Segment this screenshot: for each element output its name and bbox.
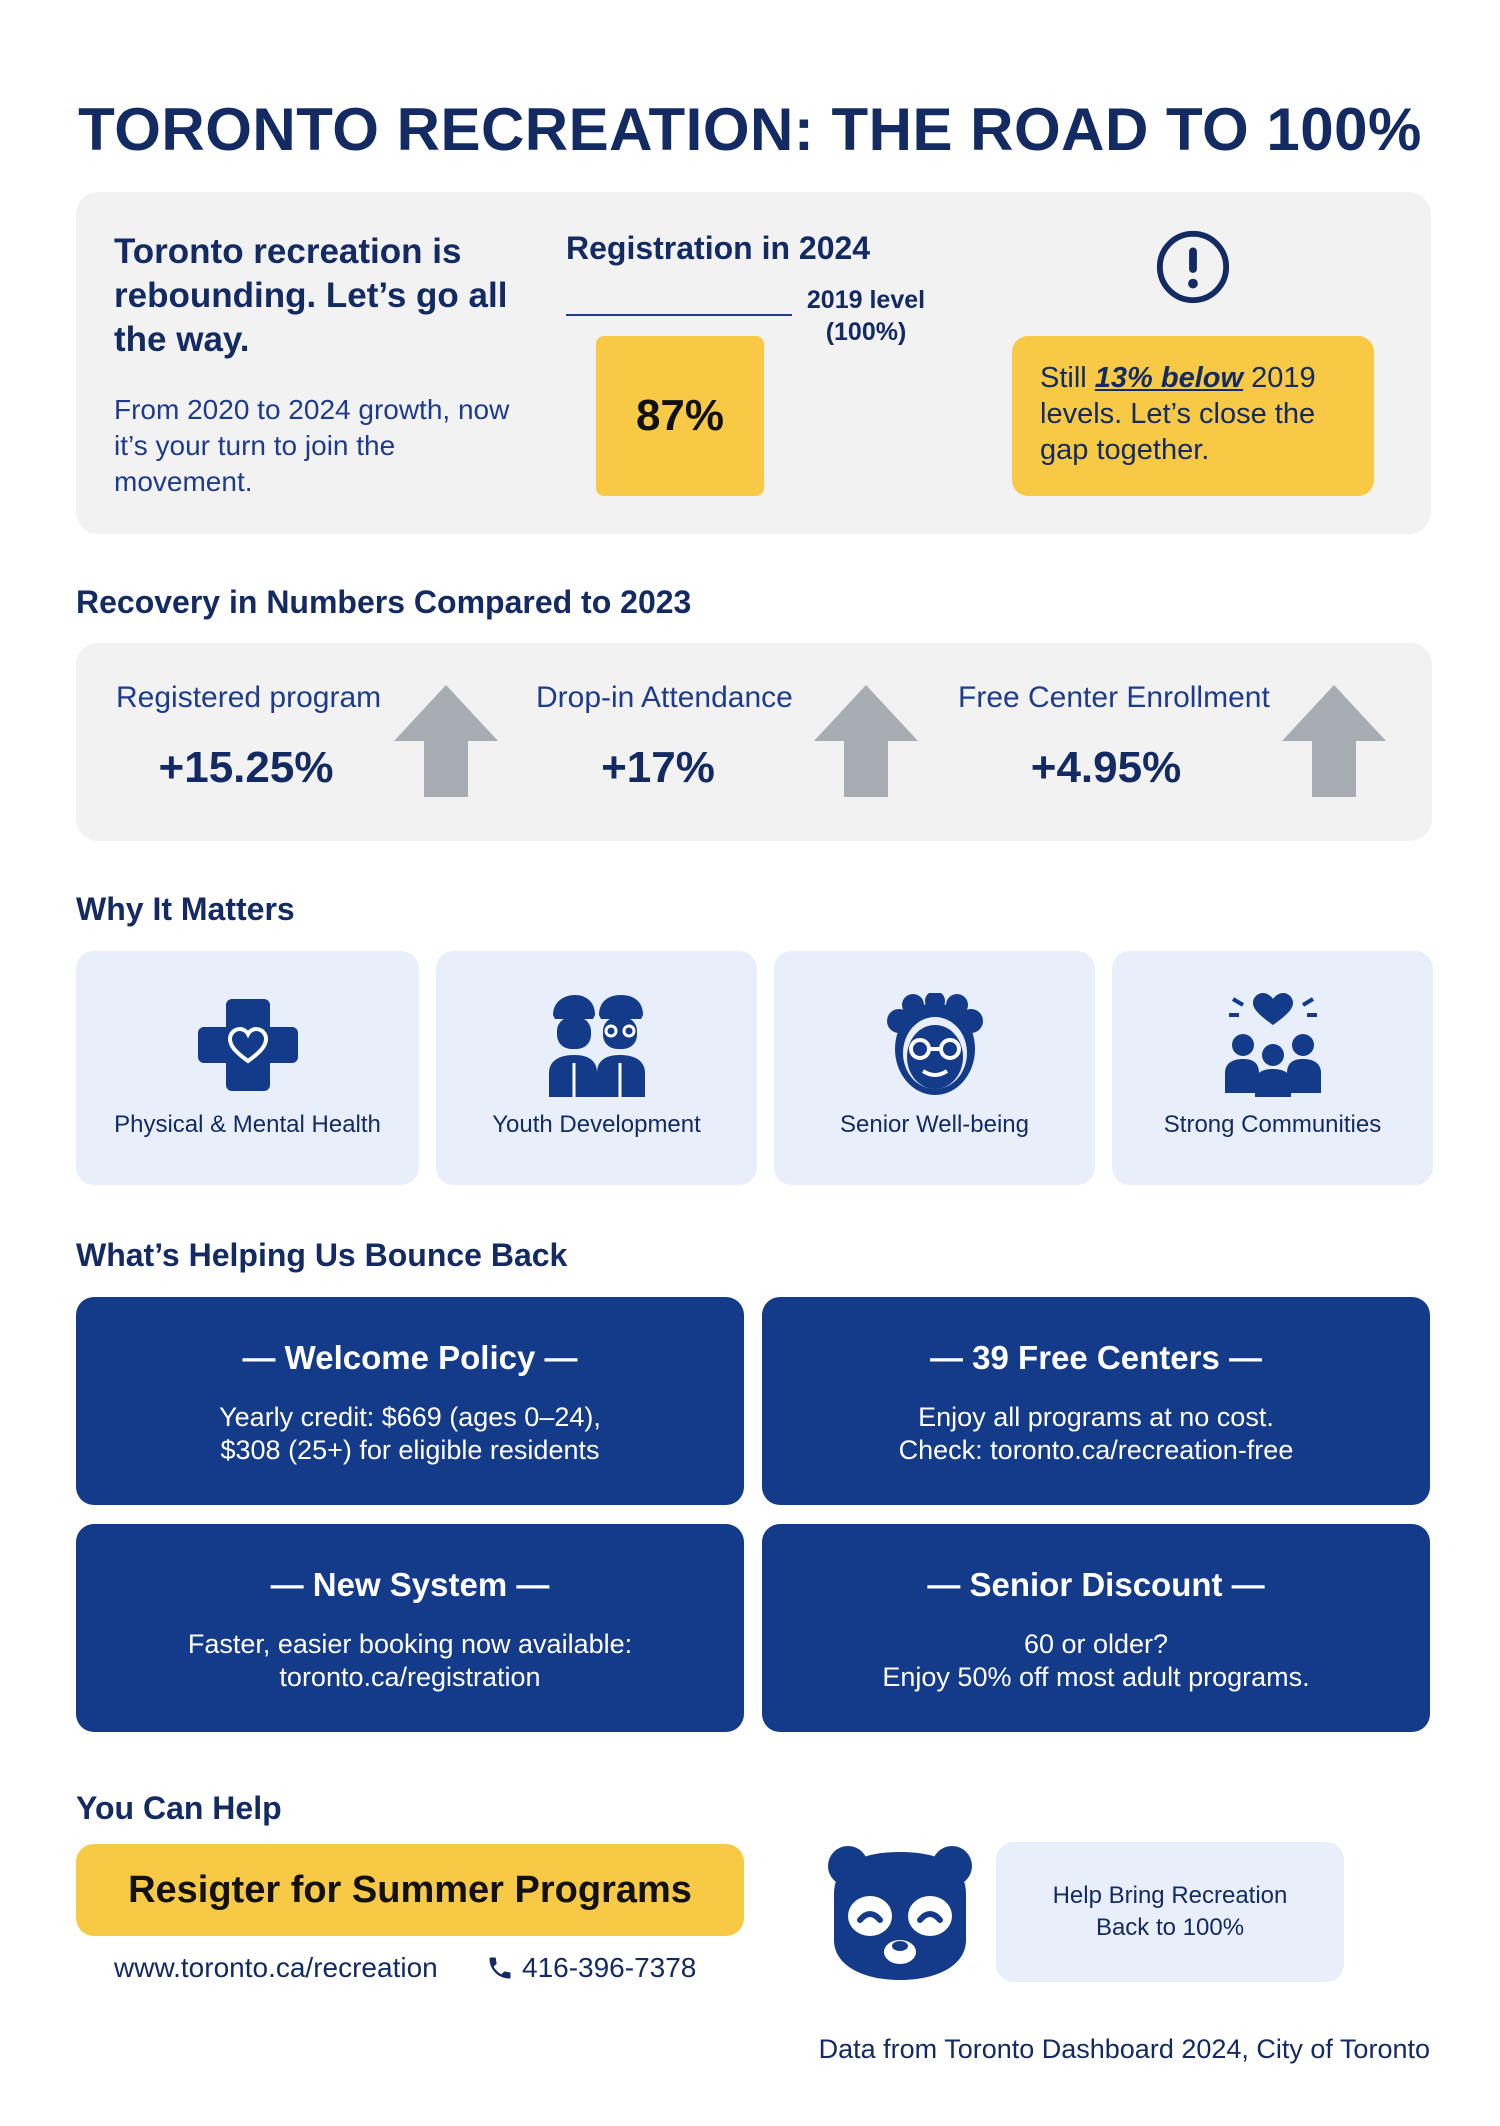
hero-subtext: From 2020 to 2024 growth, now it’s your … [114, 394, 510, 497]
exclamation-circle-icon [1156, 230, 1230, 304]
policy-card-title: — 39 Free Centers — [930, 1339, 1262, 1376]
up-arrow-icon [814, 685, 918, 797]
help-badge-line2: Back to 100% [1095, 1914, 1245, 1941]
recovery-panel: Registered program +15.25% Drop-in Atten… [76, 643, 1432, 841]
recovery-label-registered: Registered program [116, 681, 382, 714]
why-card-label: Youth Development [492, 1111, 701, 1138]
panda-mascot-icon [828, 1846, 972, 1980]
policy-card-line1: Yearly credit: $669 (ages 0–24), [219, 1402, 601, 1432]
reference-label: 2019 level (100%) [796, 284, 936, 348]
why-heading: Why It Matters [76, 891, 295, 927]
phone-icon [489, 1957, 511, 1979]
website-link[interactable]: www.toronto.ca/recreation [114, 1952, 438, 1983]
reference-label-line2: (100%) [825, 318, 907, 346]
policy-card-body: 60 or older? Enjoy 50% off most adult pr… [762, 1628, 1430, 1694]
policy-card-line1: Faster, easier booking now available: [187, 1629, 633, 1659]
policy-card-line2: $308 (25+) for eligible residents [220, 1435, 600, 1465]
recovery-heading: Recovery in Numbers Compared to 2023 [76, 584, 692, 620]
gap-note-suffix: 2019 levels. Let’s close the gap togethe… [1040, 362, 1316, 466]
help-badge: Help Bring Recreation Back to 100% [996, 1842, 1344, 1982]
registration-bar: 87% [596, 336, 764, 496]
policy-card-line1: 60 or older? [1023, 1629, 1169, 1659]
why-card-label: Strong Communities [1163, 1111, 1382, 1138]
up-arrow-icon [394, 685, 498, 797]
policy-card-body: Faster, easier booking now available: to… [76, 1628, 744, 1694]
policy-card-body: Enjoy all programs at no cost. Check: to… [762, 1401, 1430, 1467]
recovery-label-dropin: Drop-in Attendance [536, 681, 793, 714]
medical-cross-heart-icon [197, 999, 298, 1091]
policy-card-title: — Senior Discount — [927, 1566, 1265, 1603]
policy-card-senior-discount: — Senior Discount — 60 or older? Enjoy 5… [762, 1524, 1430, 1732]
policy-card-welcome: — Welcome Policy — Yearly credit: $669 (… [76, 1297, 744, 1505]
recovery-value-free-center: +4.95% [1030, 743, 1182, 792]
policy-card-line2: Check: toronto.ca/recreation-free [898, 1435, 1294, 1465]
policy-card-free-centers: — 39 Free Centers — Enjoy all programs a… [762, 1297, 1430, 1505]
why-card-health: Physical & Mental Health [76, 951, 419, 1185]
why-card-label: Physical & Mental Health [114, 1111, 381, 1138]
why-card-senior: Senior Well-being [774, 951, 1095, 1185]
why-card-label: Senior Well-being [840, 1111, 1029, 1138]
gap-note-emphasis: 13% below [1094, 362, 1244, 394]
recovery-value-registered: +15.25% [158, 743, 334, 792]
senior-face-icon [886, 993, 983, 1095]
hero-headline: Toronto recreation is rebounding. Let’s … [114, 232, 508, 359]
data-source: Data from Toronto Dashboard 2024, City o… [818, 2034, 1430, 2064]
up-arrow-icon [1282, 685, 1386, 797]
youth-pair-icon [548, 995, 645, 1097]
why-card-youth: Youth Development [436, 951, 757, 1185]
gap-note: Still 13% below 2019 levels. Let’s close… [1012, 336, 1374, 496]
register-button[interactable]: Resigter for Summer Programs [76, 1844, 744, 1936]
policy-card-line2: Enjoy 50% off most adult programs. [882, 1662, 1310, 1692]
recovery-label-free-center: Free Center Enrollment [958, 681, 1270, 714]
gap-note-prefix: Still [1040, 362, 1095, 394]
chart-title: Registration in 2024 [566, 230, 871, 266]
why-card-community: Strong Communities [1112, 951, 1433, 1185]
reference-line [566, 314, 792, 316]
phone-number[interactable]: 416-396-7378 [522, 1952, 697, 1983]
policy-card-new-system: — New System — Faster, easier booking no… [76, 1524, 744, 1732]
helping-heading: What’s Helping Us Bounce Back [76, 1237, 568, 1273]
policy-card-line1: Enjoy all programs at no cost. [918, 1402, 1274, 1432]
policy-card-line2: toronto.ca/registration [279, 1662, 541, 1692]
recovery-value-dropin: +17% [601, 743, 715, 792]
policy-card-title: — New System — [270, 1566, 550, 1603]
reference-label-line1: 2019 level [806, 286, 926, 314]
page-title: TORONTO RECREATION: THE ROAD TO 100% [78, 96, 1422, 163]
help-badge-line1: Help Bring Recreation [1052, 1882, 1288, 1909]
community-heart-icon [1224, 993, 1321, 1097]
help-heading: You Can Help [76, 1790, 282, 1826]
policy-card-title: — Welcome Policy — [242, 1339, 578, 1376]
policy-card-body: Yearly credit: $669 (ages 0–24), $308 (2… [76, 1401, 744, 1467]
hero-panel: Toronto recreation is rebounding. Let’s … [76, 192, 1431, 534]
